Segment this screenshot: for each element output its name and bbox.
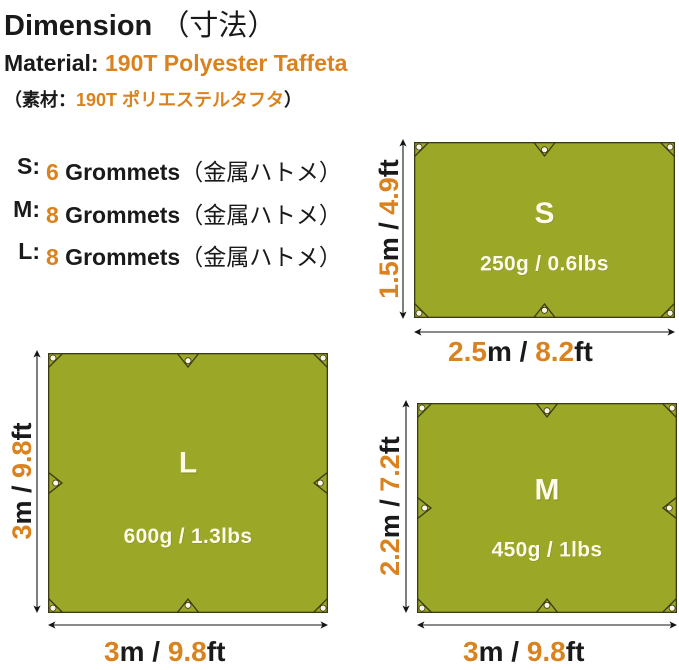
svg-text:600g / 1.3lbs: 600g / 1.3lbs xyxy=(124,525,253,548)
svg-text:450g / 1lbs: 450g / 1lbs xyxy=(492,538,603,561)
svg-text:S: S xyxy=(534,197,554,230)
svg-text:250g / 0.6lbs: 250g / 0.6lbs xyxy=(480,253,609,276)
svg-text:L: L xyxy=(179,447,197,480)
svg-text:M: M xyxy=(535,474,560,507)
